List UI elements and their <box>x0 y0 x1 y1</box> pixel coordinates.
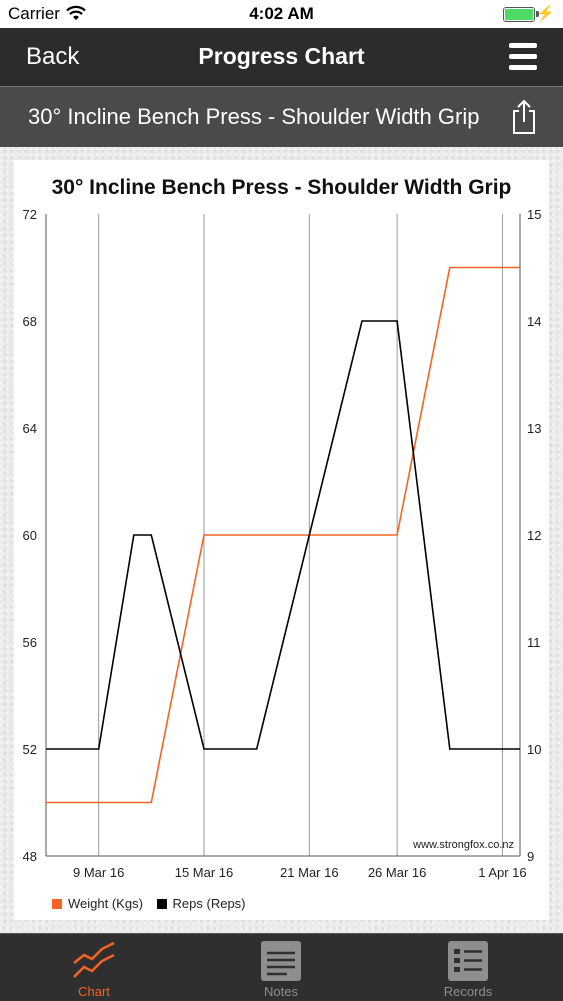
chart-card <box>14 160 549 920</box>
notes-icon <box>261 941 301 981</box>
right-axis-tick-label: 13 <box>527 421 541 436</box>
progress-chart: 9 Mar 16 15 Mar 16 21 Mar 16 26 Mar 16 1 Apr… <box>23 207 542 880</box>
left-axis-tick-label: 72 <box>23 207 37 222</box>
navigation-bar: Back Progress Chart <box>0 28 563 86</box>
tab-notes-label: Notes <box>264 984 298 999</box>
left-axis-tick-label: 64 <box>23 421 37 436</box>
left-axis-tick-label: 56 <box>23 635 37 650</box>
legend-item-weight: Weight (Kgs) <box>52 896 143 911</box>
x-tick-label: 21 Mar 16 <box>280 865 339 880</box>
left-axis-tick-label: 52 <box>23 742 37 757</box>
battery-icon <box>503 7 535 22</box>
x-tick-label: 1 Apr 16 <box>478 865 526 880</box>
battery-tip <box>536 11 539 17</box>
back-button[interactable]: Back <box>26 43 80 70</box>
left-axis-tick-label: 60 <box>23 528 37 543</box>
tab-notes[interactable]: Notes <box>221 934 341 1001</box>
right-axis-tick-label: 12 <box>527 528 541 543</box>
exercise-header: 30° Incline Bench Press - Shoulder Width… <box>0 86 563 147</box>
chart-watermark: www.strongfox.co.nz <box>412 839 514 851</box>
x-tick-label: 9 Mar 16 <box>73 865 124 880</box>
right-axis-tick-label: 11 <box>527 635 541 650</box>
right-axis-tick-label: 14 <box>527 314 541 329</box>
wifi-icon <box>66 5 86 20</box>
legend-swatch-weight <box>52 899 62 909</box>
x-tick-label: 15 Mar 16 <box>175 865 234 880</box>
menu-icon[interactable] <box>509 43 537 71</box>
tab-chart[interactable]: Chart <box>34 934 154 1001</box>
clock: 4:02 AM <box>249 4 314 23</box>
chart-title: 30° Incline Bench Press - Shoulder Width… <box>51 176 512 199</box>
chart-icon <box>73 941 115 978</box>
exercise-name: 30° Incline Bench Press - Shoulder Width… <box>28 104 480 129</box>
legend-label-reps: Reps (Reps) <box>172 896 246 911</box>
legend-label-weight: Weight (Kgs) <box>68 896 143 911</box>
status-bar: Carrier 4:02 AM ⚡ <box>0 0 563 28</box>
right-axis-tick-label: 10 <box>527 742 541 757</box>
left-axis-tick-label: 68 <box>23 314 37 329</box>
tab-records-label: Records <box>443 984 493 999</box>
x-tick-label: 26 Mar 16 <box>368 865 427 880</box>
tab-chart-label: Chart <box>78 984 110 999</box>
legend-item-reps: Reps (Reps) <box>156 896 246 911</box>
legend-swatch-reps <box>156 899 167 909</box>
records-icon <box>448 941 488 981</box>
left-axis-tick-label: 48 <box>23 849 37 864</box>
reps-series-line <box>46 320 520 750</box>
chart-legend: Weight (Kgs) Reps (Reps) <box>52 896 256 911</box>
charging-icon: ⚡ <box>536 5 555 22</box>
weight-series-line <box>46 266 520 804</box>
share-icon[interactable] <box>511 99 537 135</box>
right-axis-tick-label: 15 <box>527 207 541 222</box>
right-axis-tick-label: 9 <box>527 849 534 864</box>
tab-bar: Chart Notes Records <box>0 933 563 1001</box>
tab-records[interactable]: Records <box>408 934 528 1001</box>
page-title: Progress Chart <box>198 43 365 69</box>
carrier-label: Carrier <box>8 4 60 23</box>
